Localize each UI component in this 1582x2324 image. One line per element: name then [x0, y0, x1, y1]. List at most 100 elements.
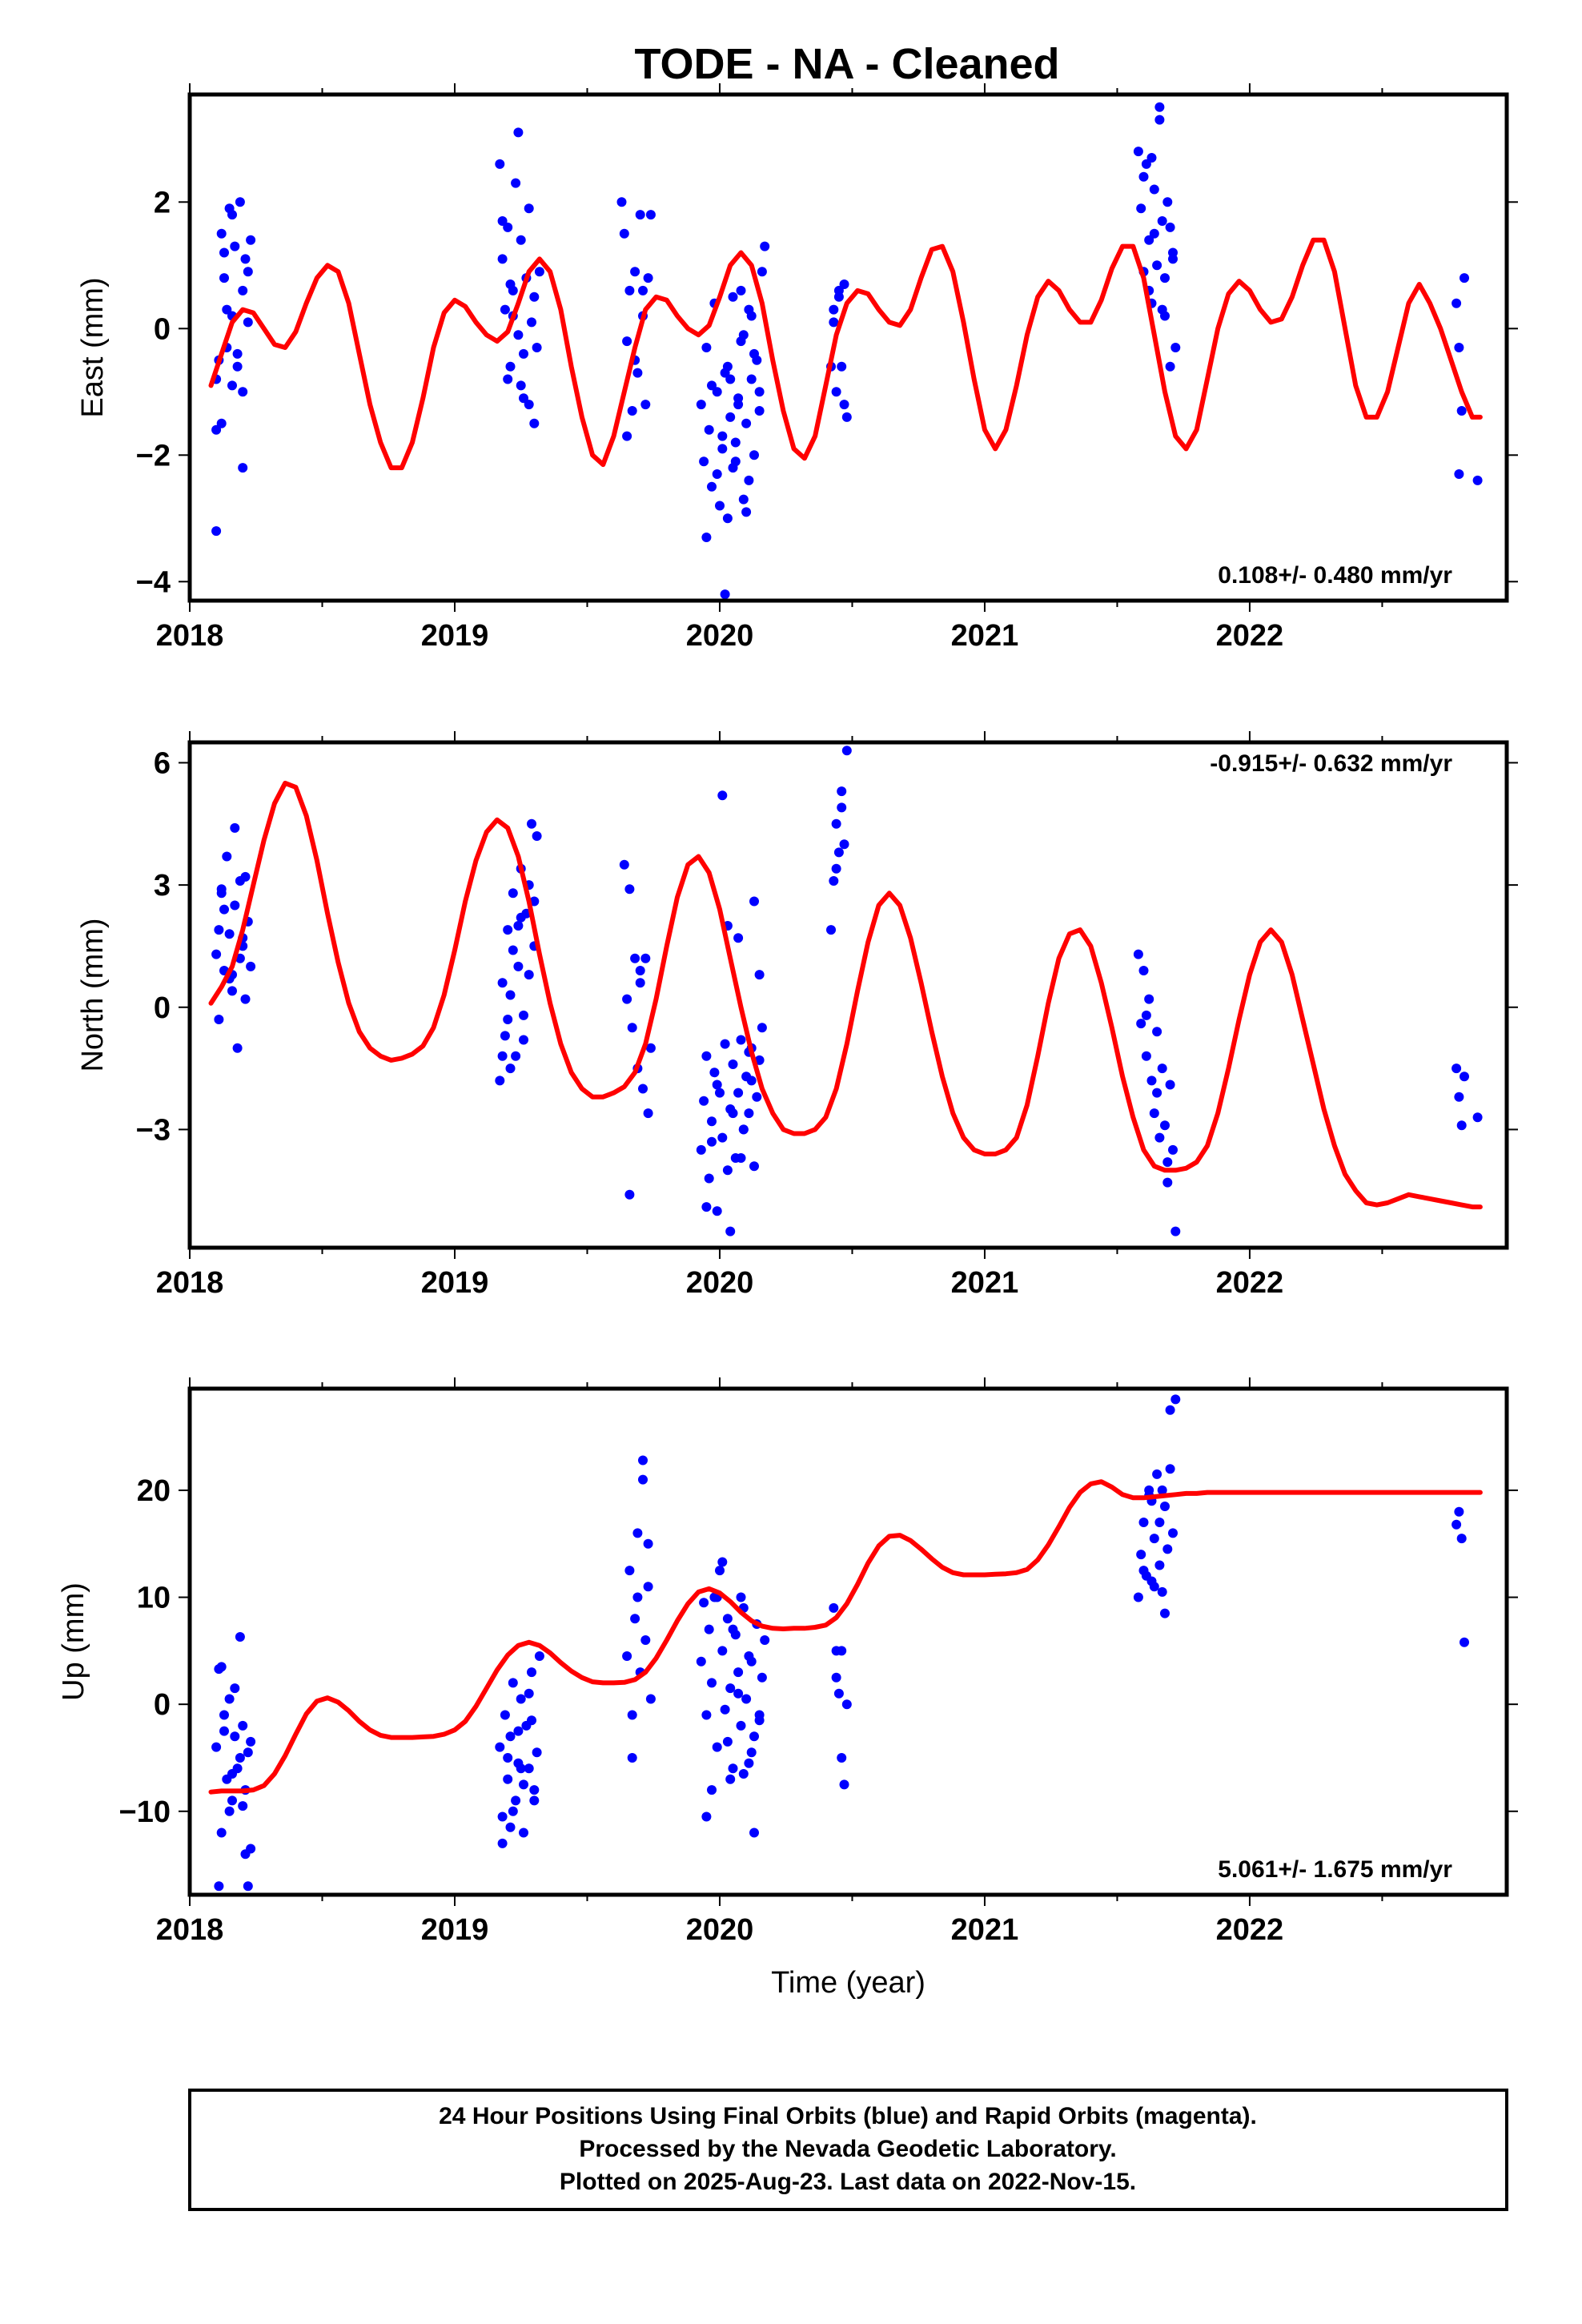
data-point — [1165, 361, 1175, 372]
data-point — [511, 1051, 521, 1061]
x-tick-label: 2019 — [421, 1266, 489, 1300]
data-point — [235, 1632, 245, 1642]
data-point — [643, 1538, 653, 1549]
data-point — [230, 822, 240, 833]
data-point — [532, 1747, 542, 1758]
rate-label: 0.108+/- 0.480 mm/yr — [1218, 562, 1452, 589]
data-point — [1152, 1088, 1162, 1098]
data-point — [1160, 273, 1170, 283]
data-point — [627, 1753, 637, 1763]
x-tick-label: 2020 — [686, 1913, 754, 1947]
data-point — [511, 178, 521, 188]
data-point — [232, 348, 243, 359]
data-point — [211, 424, 222, 435]
data-point — [841, 412, 852, 422]
data-point — [224, 1694, 235, 1704]
data-point — [503, 1774, 513, 1784]
data-point — [1141, 1010, 1151, 1020]
data-point — [627, 406, 637, 416]
x-tick-label: 2022 — [1216, 1913, 1284, 1947]
data-point — [640, 400, 651, 410]
data-point — [736, 1592, 746, 1602]
data-point — [219, 273, 229, 283]
data-point — [1133, 1592, 1143, 1602]
data-point — [749, 450, 759, 460]
data-point — [701, 1202, 712, 1212]
x-tick-label: 2019 — [421, 1913, 489, 1947]
data-point — [717, 1132, 728, 1143]
data-point — [1157, 1063, 1167, 1074]
data-point — [638, 1084, 648, 1094]
data-point — [715, 1088, 725, 1098]
data-point — [1154, 115, 1165, 125]
data-point — [240, 871, 251, 882]
data-point — [497, 254, 508, 264]
data-point — [503, 925, 513, 935]
data-point — [720, 1039, 730, 1049]
data-point — [497, 216, 508, 226]
data-point — [519, 1827, 528, 1838]
fit-line — [208, 780, 1483, 1210]
data-point — [1170, 1226, 1181, 1236]
data-point — [227, 1795, 237, 1806]
data-point — [627, 1023, 637, 1033]
y-tick-label: −2 — [136, 439, 171, 472]
data-point — [1152, 260, 1162, 271]
data-point — [725, 1774, 736, 1784]
data-point — [624, 1566, 635, 1576]
data-point — [728, 1763, 738, 1774]
data-point — [224, 929, 235, 939]
data-point — [839, 839, 849, 850]
data-point — [534, 1651, 544, 1661]
data-point — [757, 267, 767, 277]
data-point — [754, 387, 765, 397]
data-point — [516, 1694, 526, 1704]
panels: 2018 2019 2020 2021 2022 −4 −2 0 2 East (mm) 0.108… — [57, 0, 1518, 2000]
data-point — [696, 1144, 706, 1155]
data-point — [227, 380, 237, 391]
data-point — [831, 1672, 841, 1683]
data-point — [519, 1035, 528, 1045]
data-point — [227, 986, 237, 996]
data-point — [744, 475, 754, 485]
data-point — [1141, 1051, 1151, 1061]
data-point — [699, 1096, 709, 1106]
data-point — [638, 1474, 648, 1485]
data-point — [500, 304, 510, 315]
data-point — [246, 235, 256, 245]
data-point — [701, 343, 712, 352]
data-point — [232, 1043, 243, 1053]
data-point — [707, 1678, 717, 1688]
data-point — [1170, 1394, 1181, 1405]
data-point — [1473, 0, 1483, 5]
data-point — [715, 1566, 725, 1576]
data-point — [722, 513, 733, 524]
data-point — [622, 994, 632, 1004]
data-point — [722, 1736, 733, 1747]
data-point — [728, 1624, 738, 1634]
data-point — [1152, 1027, 1162, 1037]
data-point — [616, 197, 627, 207]
data-point — [524, 400, 534, 410]
data-point — [720, 589, 730, 600]
y-tick-label: 2 — [154, 186, 171, 219]
data-point — [495, 1742, 505, 1752]
data-point — [733, 400, 744, 410]
x-tick-label: 2021 — [951, 1913, 1019, 1947]
data-point — [746, 1747, 757, 1758]
data-point — [516, 1763, 526, 1774]
data-point — [717, 790, 728, 801]
data-point — [1138, 171, 1149, 182]
data-point — [532, 343, 542, 352]
data-point — [738, 494, 749, 505]
data-point — [216, 1827, 227, 1838]
data-point — [1154, 1518, 1165, 1527]
data-point — [736, 1720, 746, 1731]
data-point — [837, 786, 847, 797]
data-point — [519, 393, 528, 404]
data-point — [839, 400, 849, 410]
data-point — [831, 387, 841, 397]
data-point — [216, 418, 227, 428]
data-point — [214, 1015, 224, 1024]
data-point — [738, 330, 749, 340]
